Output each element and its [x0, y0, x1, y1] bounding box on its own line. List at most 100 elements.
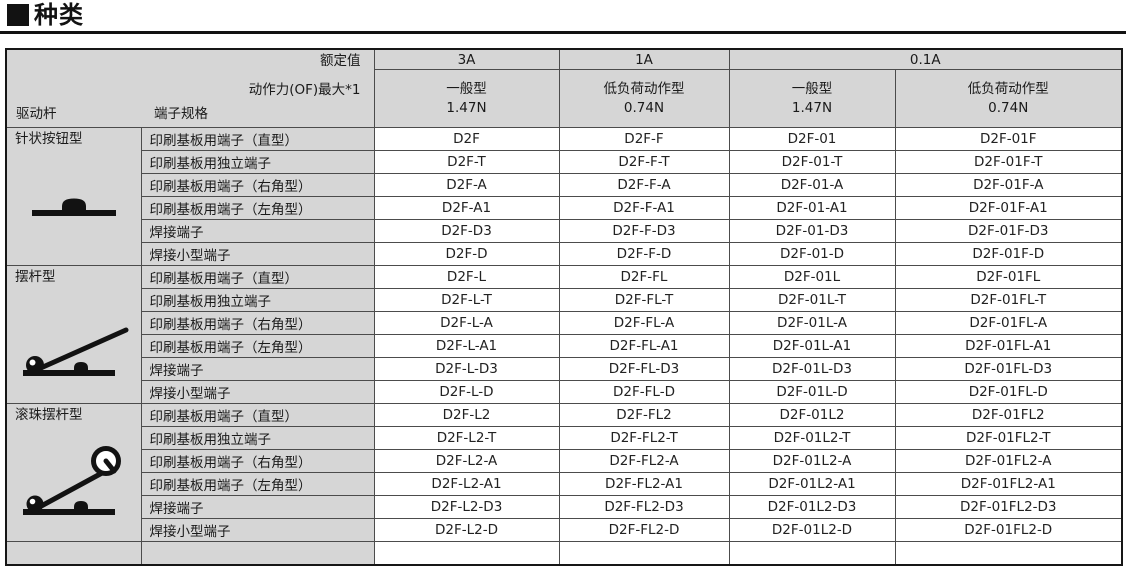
model-cell: D2F-FL-T — [558, 288, 730, 312]
rated-value-label: 额定值 — [320, 53, 361, 69]
model-cell: D2F-01FL-T — [894, 288, 1123, 312]
model-cell: D2F-01L2-D — [728, 518, 896, 542]
header-corner-cell: 额定值 动作力(OF)最大*1 驱动杆 端子规格 — [5, 48, 375, 128]
model-cell: D2F-01FL — [894, 265, 1123, 289]
model-cell: D2F-01FL2-A1 — [894, 472, 1123, 496]
model-cell: D2F-FL2-T — [558, 426, 730, 450]
table-row: 焊接端子 D2F-D3 D2F-F-D3 D2F-01-D3 D2F-01F-D… — [6, 219, 1123, 243]
model-cell: D2F-L-D3 — [373, 357, 560, 381]
model-cell: D2F-A1 — [373, 196, 560, 220]
terminal-spec-cell: 印刷基板用端子（右角型） — [140, 311, 375, 335]
table-row: 印刷基板用独立端子 D2F-L2-T D2F-FL2-T D2F-01L2-T … — [6, 426, 1123, 450]
model-cell: D2F-01L2-A1 — [728, 472, 896, 496]
model-cell: D2F-01L-T — [728, 288, 896, 312]
actuator-cell-ball-lever: 滚珠摆杆型 — [5, 403, 142, 542]
model-cell: D2F-01 — [728, 127, 896, 151]
table-row: 印刷基板用独立端子 D2F-L-T D2F-FL-T D2F-01L-T D2F… — [6, 288, 1123, 312]
model-cell: D2F-L2 — [373, 403, 560, 427]
table-row: 印刷基板用端子（右角型） D2F-L-A D2F-FL-A D2F-01L-A … — [6, 311, 1123, 335]
rating-header-3a: 3A — [373, 48, 560, 71]
table-row: 印刷基板用端子（左角型） D2F-A1 D2F-F-A1 D2F-01-A1 D… — [6, 196, 1123, 220]
rating-header-1a: 1A — [558, 48, 730, 71]
model-cell: D2F-A — [373, 173, 560, 197]
terminal-spec-cell — [140, 541, 375, 565]
table-row-cut — [5, 541, 1123, 565]
type-header-3a-general: 一般型 1.47N — [373, 69, 560, 128]
model-cell: D2F-01FL2 — [894, 403, 1123, 427]
type-header-0-1a-general: 一般型 1.47N — [728, 69, 896, 128]
model-cell: D2F-01FL2-T — [894, 426, 1123, 450]
model-cell: D2F-FL2-D3 — [558, 495, 730, 519]
hinge-lever-icon — [7, 321, 140, 379]
rating-header-0-1a: 0.1A — [728, 48, 1123, 71]
terminal-column-label: 端子规格 — [154, 106, 208, 122]
model-cell: D2F-01-A — [728, 173, 896, 197]
model-cell: D2F-01L2 — [728, 403, 896, 427]
model-cell — [373, 541, 560, 565]
model-cell: D2F-D3 — [373, 219, 560, 243]
table-row: 焊接端子 D2F-L-D3 D2F-FL-D3 D2F-01L-D3 D2F-0… — [6, 357, 1123, 381]
model-cell: D2F-F-A — [558, 173, 730, 197]
model-cell: D2F-01F-D3 — [894, 219, 1123, 243]
terminal-spec-cell: 印刷基板用独立端子 — [140, 150, 375, 174]
model-cell: D2F-01F-T — [894, 150, 1123, 174]
model-cell: D2F-FL2-D — [558, 518, 730, 542]
model-cell: D2F-T — [373, 150, 560, 174]
model-cell: D2F-L-A — [373, 311, 560, 335]
operating-force-label: 动作力(OF)最大*1 — [248, 81, 361, 98]
actuator-cell-pin-plunger: 针状按钮型 — [5, 127, 142, 266]
table-row: 焊接小型端子 D2F-D D2F-F-D D2F-01-D D2F-01F-D — [6, 242, 1123, 266]
model-cell: D2F-F — [558, 127, 730, 151]
table-row: 印刷基板用独立端子 D2F-T D2F-F-T D2F-01-T D2F-01F… — [6, 150, 1123, 174]
model-cell — [558, 541, 730, 565]
model-cell: D2F-01-D3 — [728, 219, 896, 243]
model-cell: D2F-01L — [728, 265, 896, 289]
model-cell: D2F-01F-D — [894, 242, 1123, 266]
actuator-cell — [5, 541, 142, 565]
actuator-type-label: 针状按钮型 — [15, 131, 83, 147]
table-row: 印刷基板用端子（左角型） D2F-L2-A1 D2F-FL2-A1 D2F-01… — [6, 472, 1123, 496]
terminal-spec-cell: 印刷基板用独立端子 — [140, 288, 375, 312]
model-cell: D2F-F-A1 — [558, 196, 730, 220]
table-row: 印刷基板用端子（左角型） D2F-L-A1 D2F-FL-A1 D2F-01L-… — [6, 334, 1123, 358]
table-row: 焊接小型端子 D2F-L-D D2F-FL-D D2F-01L-D D2F-01… — [6, 380, 1123, 404]
table-row: 焊接小型端子 D2F-L2-D D2F-FL2-D D2F-01L2-D D2F… — [6, 518, 1123, 542]
terminal-spec-cell: 焊接端子 — [140, 357, 375, 381]
table-row: 针状按钮型 印刷基板用端子（直型） D2F D2F-F D2F-01 D2F-0… — [5, 127, 1123, 266]
terminal-spec-cell: 印刷基板用端子（直型） — [140, 403, 375, 427]
model-cell: D2F-01-T — [728, 150, 896, 174]
terminal-spec-cell: 焊接小型端子 — [140, 518, 375, 542]
model-cell: D2F-01FL-A — [894, 311, 1123, 335]
model-cell: D2F-FL-A1 — [558, 334, 730, 358]
terminal-spec-cell: 焊接端子 — [140, 219, 375, 243]
model-cell: D2F-01F-A1 — [894, 196, 1123, 220]
model-cell: D2F-01L-D3 — [728, 357, 896, 381]
model-cell: D2F-FL2 — [558, 403, 730, 427]
model-cell: D2F-01L-D — [728, 380, 896, 404]
actuator-type-label: 滚珠摆杆型 — [15, 407, 83, 423]
ball-hinge-lever-icon — [7, 442, 140, 518]
model-cell: D2F-FL-D — [558, 380, 730, 404]
terminal-spec-cell: 焊接小型端子 — [140, 380, 375, 404]
model-cell: D2F-FL2-A — [558, 449, 730, 473]
model-cell: D2F-01FL2-A — [894, 449, 1123, 473]
model-cell: D2F-01-A1 — [728, 196, 896, 220]
model-cell: D2F-01L2-A — [728, 449, 896, 473]
model-cell: D2F-L — [373, 265, 560, 289]
type-header-0-1a-low-force: 低负荷动作型 0.74N — [894, 69, 1123, 128]
model-cell: D2F-01F — [894, 127, 1123, 151]
section-title-text: 种类 — [34, 1, 84, 29]
model-cell: D2F-F-D — [558, 242, 730, 266]
model-cell: D2F-L2-A1 — [373, 472, 560, 496]
section-title: 种类 — [7, 2, 84, 28]
model-cell: D2F-01FL2-D3 — [894, 495, 1123, 519]
model-cell: D2F-L2-A — [373, 449, 560, 473]
title-square-icon — [7, 4, 29, 26]
table-row: 印刷基板用端子（右角型） D2F-L2-A D2F-FL2-A D2F-01L2… — [6, 449, 1123, 473]
model-cell: D2F-FL-A — [558, 311, 730, 335]
model-cell: D2F-FL2-A1 — [558, 472, 730, 496]
model-cell: D2F-F-T — [558, 150, 730, 174]
model-cell: D2F-01L2-T — [728, 426, 896, 450]
model-cell: D2F-01-D — [728, 242, 896, 266]
